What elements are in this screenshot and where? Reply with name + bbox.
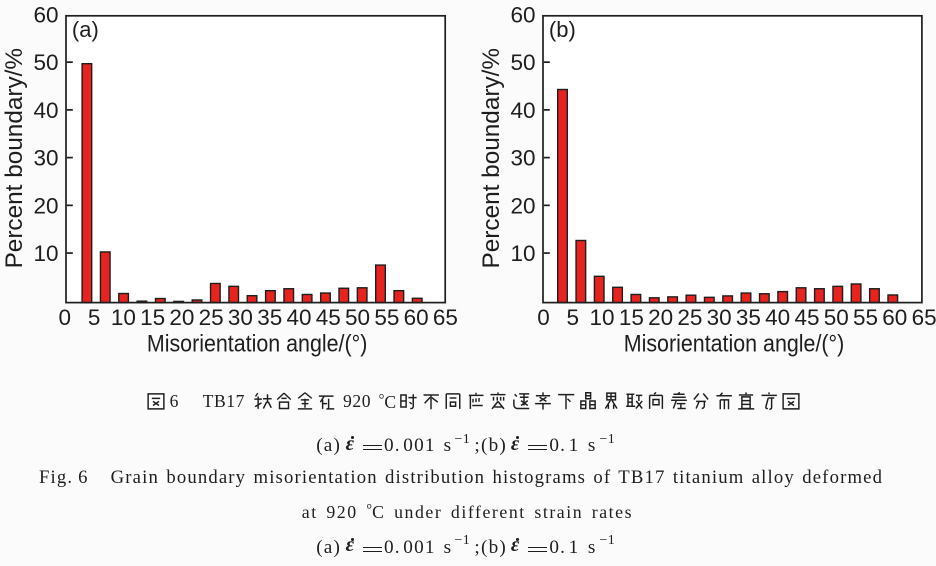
svg-text:30: 30 (228, 305, 253, 330)
svg-text:20: 20 (169, 305, 194, 330)
svg-text:50: 50 (824, 305, 849, 330)
svg-text:45: 45 (794, 305, 819, 330)
svg-text:30: 30 (33, 146, 58, 171)
svg-text:20: 20 (510, 193, 535, 218)
svg-text:65: 65 (912, 305, 936, 330)
svg-text:Percent boundary/%: Percent boundary/% (1, 48, 28, 268)
svg-text:35: 35 (257, 305, 282, 330)
svg-text:10: 10 (590, 305, 615, 330)
svg-text:Percent boundary/%: Percent boundary/% (478, 48, 505, 269)
svg-text:30: 30 (707, 305, 732, 330)
svg-text:50: 50 (33, 50, 58, 75)
svg-text:40: 40 (286, 305, 311, 330)
svg-text:5: 5 (567, 305, 580, 330)
svg-text:60: 60 (882, 305, 907, 330)
svg-text:0: 0 (59, 305, 72, 330)
svg-text:25: 25 (199, 305, 224, 330)
svg-text:15: 15 (619, 305, 644, 330)
svg-text:(b): (b) (549, 17, 576, 42)
svg-text:5: 5 (88, 305, 101, 330)
svg-text:50: 50 (345, 305, 370, 330)
svg-text:60: 60 (33, 2, 58, 27)
svg-text:40: 40 (33, 98, 58, 123)
svg-text:35: 35 (736, 305, 761, 330)
svg-text:10: 10 (33, 241, 58, 266)
svg-text:20: 20 (648, 305, 673, 330)
svg-text:60: 60 (404, 305, 429, 330)
svg-text:40: 40 (765, 305, 790, 330)
svg-text:Misorientation angle/(°): Misorientation angle/(°) (147, 331, 368, 358)
svg-text:0: 0 (537, 305, 550, 330)
svg-text:55: 55 (374, 305, 399, 330)
svg-text:15: 15 (140, 305, 165, 330)
svg-text:25: 25 (677, 305, 702, 330)
svg-text:60: 60 (510, 2, 535, 27)
svg-text:Misorientation angle/(°): Misorientation angle/(°) (624, 331, 845, 358)
svg-text:10: 10 (510, 241, 535, 266)
svg-text:45: 45 (316, 305, 341, 330)
svg-text:55: 55 (853, 305, 878, 330)
svg-text:50: 50 (510, 50, 535, 75)
svg-text:10: 10 (111, 305, 136, 330)
svg-text:20: 20 (33, 193, 58, 218)
svg-text:30: 30 (510, 146, 535, 171)
svg-text:65: 65 (433, 305, 458, 330)
svg-text:(a): (a) (72, 17, 99, 42)
svg-text:40: 40 (510, 98, 535, 123)
